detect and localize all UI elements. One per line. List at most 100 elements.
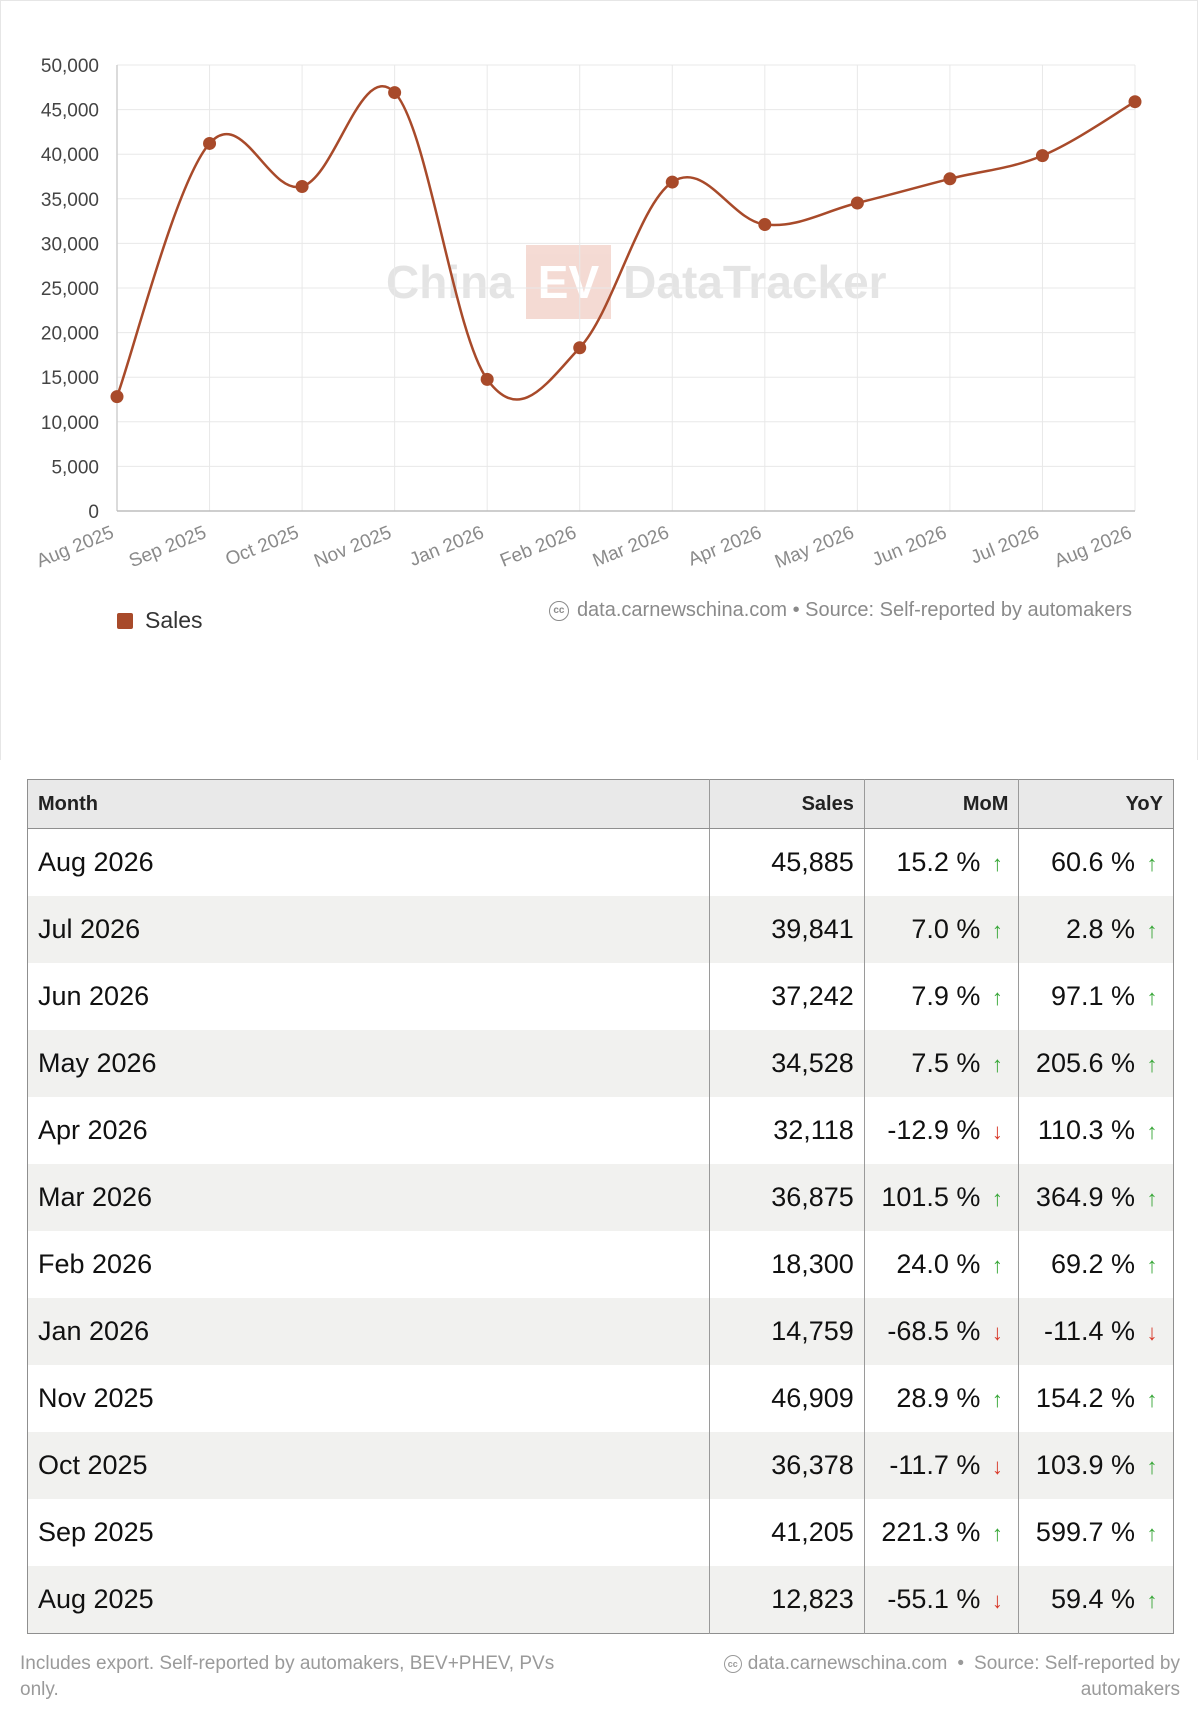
creative-commons-icon: cc — [723, 1654, 742, 1673]
cell-yoy-value: -11.4 % — [1043, 1316, 1135, 1346]
cell-month-value: Feb 2026 — [38, 1249, 153, 1279]
cell-month: Oct 2025 — [27, 1432, 711, 1499]
cell-mom: -11.7 % ↓ — [864, 1432, 1020, 1499]
cell-month-value: Apr 2026 — [38, 1115, 148, 1145]
arrow-up-icon: ↑ — [1146, 1454, 1158, 1479]
cell-mom: -68.5 % ↓ — [864, 1298, 1020, 1365]
cell-sales: 46,909 — [709, 1365, 865, 1432]
cell-month: Jun 2026 — [27, 963, 711, 1030]
cell-sales-value: 36,378 — [771, 1450, 854, 1480]
cell-yoy-value: 69.2 % — [1050, 1249, 1135, 1279]
cell-month-value: Jul 2026 — [38, 914, 141, 944]
cell-sales-value: 36,875 — [771, 1182, 854, 1212]
y-tick-label: 25,000 — [41, 279, 99, 300]
cell-yoy-value: 2.8 % — [1065, 914, 1135, 944]
cell-yoy: 2.8 % ↑ — [1018, 896, 1174, 963]
cell-yoy: 60.6 % ↑ — [1019, 829, 1174, 897]
x-tick-label: Aug 2025 — [34, 522, 117, 572]
arrow-up-icon: ↑ — [991, 1052, 1003, 1077]
arrow-up-icon: ↑ — [991, 985, 1003, 1010]
table-row: Jul 2026 39,841 7.0 % ↑ 2.8 % ↑ — [27, 896, 1174, 963]
x-tick-label: Mar 2026 — [590, 522, 672, 572]
x-tick-label: Aug 2026 — [1052, 522, 1135, 572]
arrow-down-icon: ↓ — [991, 1119, 1003, 1144]
cell-yoy-value: 59.4 % — [1050, 1584, 1135, 1614]
chart-credit[interactable]: cc data.carnewschina.com • Source: Self-… — [548, 599, 1132, 622]
arrow-down-icon: ↓ — [1146, 1320, 1158, 1345]
cell-sales-value: 34,528 — [771, 1048, 854, 1078]
cell-yoy: 59.4 % ↑ — [1018, 1566, 1174, 1634]
arrow-down-icon: ↓ — [991, 1454, 1003, 1479]
cell-sales: 37,242 — [709, 963, 865, 1030]
chart-legend[interactable]: Sales — [117, 607, 203, 634]
cell-mom-value: 28.9 % — [896, 1383, 981, 1413]
cell-month-value: Jun 2026 — [38, 981, 150, 1011]
cell-sales-value: 46,909 — [771, 1383, 854, 1413]
cell-month-value: Nov 2025 — [38, 1383, 154, 1413]
data-point — [1128, 95, 1142, 109]
x-tick-label: Apr 2026 — [685, 522, 764, 570]
x-tick-label: Jun 2026 — [869, 522, 949, 571]
arrow-down-icon: ↓ — [991, 1320, 1003, 1345]
header-sales[interactable]: Sales — [709, 779, 865, 829]
header-yoy[interactable]: YoY — [1018, 779, 1174, 829]
cell-month: Aug 2026 — [27, 828, 711, 896]
x-tick-label: Sep 2025 — [126, 522, 209, 572]
cell-yoy: 205.6 % ↑ — [1018, 1030, 1174, 1097]
legend-label: Sales — [145, 607, 203, 633]
y-tick-label: 5,000 — [51, 457, 99, 478]
cell-sales: 36,378 — [709, 1432, 865, 1499]
chart-credit-text: data.carnewschina.com • Source: Self-rep… — [576, 599, 1132, 621]
data-point — [295, 180, 309, 194]
table-row: Sep 2025 41,205 221.3 % ↑ 599.7 % ↑ — [27, 1499, 1174, 1566]
arrow-up-icon: ↑ — [1146, 1588, 1158, 1613]
table-row: Nov 2025 46,909 28.9 % ↑ 154.2 % ↑ — [27, 1365, 1174, 1432]
cell-yoy: 69.2 % ↑ — [1019, 1231, 1174, 1298]
arrow-up-icon: ↑ — [1146, 1253, 1158, 1278]
cell-mom-value: 101.5 % — [881, 1182, 981, 1212]
footer-source: Source: Self-reported by automakers — [974, 1653, 1180, 1700]
cell-sales: 12,823 — [709, 1566, 865, 1634]
cell-yoy-value: 599.7 % — [1035, 1517, 1135, 1547]
creative-commons-icon: cc — [548, 600, 569, 621]
cell-yoy-value: 154.2 % — [1035, 1383, 1135, 1413]
legend-swatch — [117, 612, 133, 629]
cell-sales-value: 14,759 — [771, 1316, 854, 1346]
cell-mom: 15.2 % ↑ — [864, 828, 1020, 896]
cell-sales: 39,841 — [709, 896, 865, 963]
cell-month: Nov 2025 — [27, 1365, 711, 1432]
cell-month-value: Aug 2025 — [38, 1584, 154, 1614]
data-point — [480, 372, 494, 386]
footer-site-link[interactable]: data.carnewschina.com — [747, 1653, 948, 1674]
data-point — [850, 196, 864, 210]
cell-yoy: 97.1 % ↑ — [1019, 963, 1174, 1030]
data-point — [665, 175, 679, 189]
table-row: Mar 2026 36,875 101.5 % ↑ 364.9 % ↑ — [27, 1164, 1174, 1231]
cell-yoy-value: 205.6 % — [1035, 1048, 1135, 1078]
header-mom[interactable]: MoM — [864, 779, 1020, 829]
cell-sales: 36,875 — [709, 1164, 865, 1231]
header-month[interactable]: Month — [27, 779, 711, 829]
table-row: Feb 2026 18,300 24.0 % ↑ 69.2 % ↑ — [27, 1231, 1174, 1298]
cell-yoy-value: 364.9 % — [1035, 1182, 1135, 1212]
cell-yoy-value: 110.3 % — [1037, 1115, 1135, 1145]
x-tick-label: May 2026 — [772, 522, 857, 573]
cell-month: Jan 2026 — [27, 1298, 711, 1365]
y-tick-label: 35,000 — [41, 190, 99, 211]
x-tick-label: Feb 2026 — [497, 522, 579, 572]
y-tick-label: 50,000 — [41, 56, 99, 77]
cell-mom: 24.0 % ↑ — [864, 1231, 1020, 1298]
cell-mom-value: -68.5 % — [887, 1316, 981, 1346]
cell-mom: 221.3 % ↑ — [864, 1499, 1020, 1566]
arrow-up-icon: ↑ — [991, 1521, 1003, 1546]
x-tick-label: Jan 2026 — [407, 522, 487, 571]
cell-mom-value: 24.0 % — [896, 1249, 981, 1279]
table-row: Apr 2026 32,118 -12.9 % ↓ 110.3 % ↑ — [27, 1097, 1174, 1164]
cell-mom-value: 7.0 % — [911, 914, 981, 944]
cell-yoy-value: 103.9 % — [1035, 1450, 1135, 1480]
cell-mom-value: 15.2 % — [896, 847, 981, 877]
arrow-up-icon: ↑ — [1146, 1119, 1158, 1144]
data-point — [573, 341, 587, 355]
cell-yoy-value: 97.1 % — [1050, 981, 1135, 1011]
cell-yoy: 599.7 % ↑ — [1019, 1499, 1174, 1566]
